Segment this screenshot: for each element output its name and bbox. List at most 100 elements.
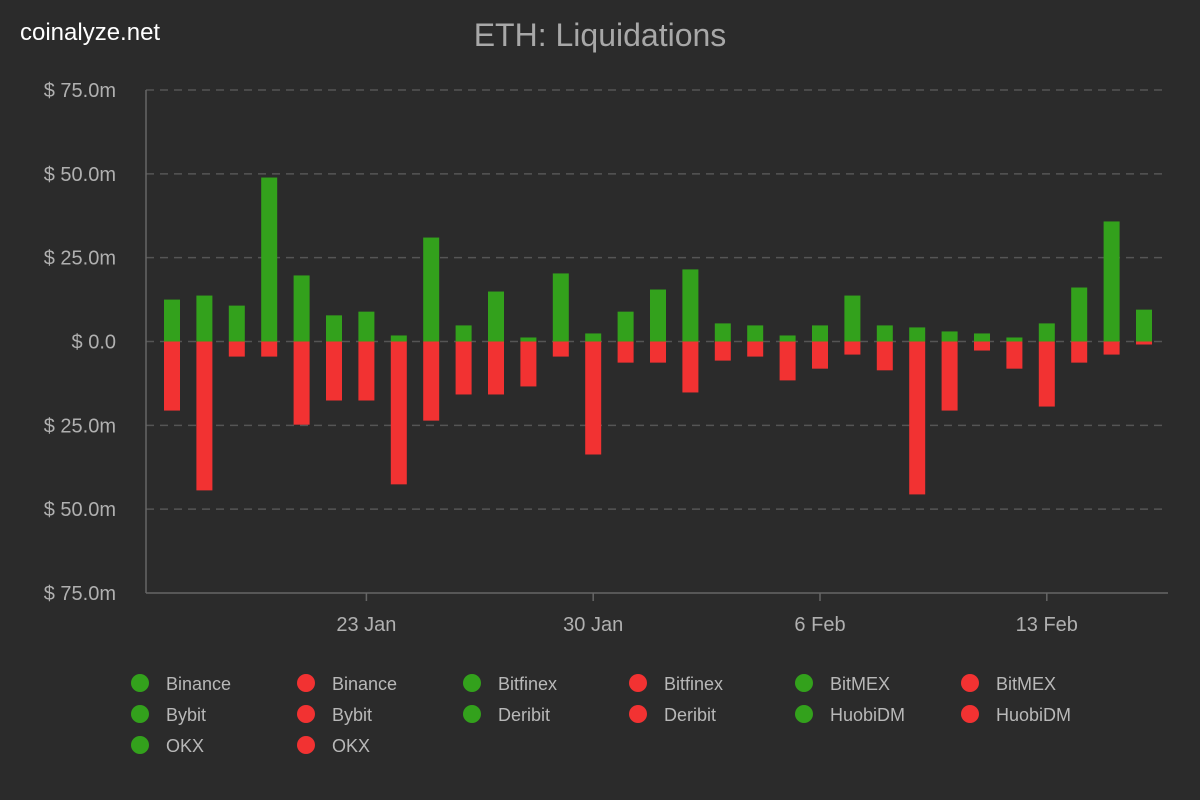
- legend-item-bitmex-long[interactable]: BitMEX: [795, 674, 890, 694]
- legend-marker-icon: [961, 705, 979, 723]
- short-bar: [941, 341, 958, 411]
- legend-label: Bitfinex: [664, 674, 723, 694]
- long-bar: [520, 337, 537, 342]
- short-bar: [909, 341, 926, 495]
- legend-label: Bybit: [332, 705, 372, 725]
- short-bar: [585, 341, 602, 455]
- legend-marker-icon: [131, 736, 149, 754]
- legend-item-bitfinex-long[interactable]: Bitfinex: [463, 674, 557, 694]
- short-bar: [228, 341, 245, 357]
- short-bar: [844, 341, 861, 355]
- short-bar: [552, 341, 569, 357]
- long-bar: [585, 333, 602, 342]
- long-bar: [941, 331, 958, 342]
- long-bar: [552, 273, 569, 342]
- bars: [164, 177, 1152, 495]
- long-bar: [228, 305, 245, 342]
- legend-label: OKX: [332, 736, 370, 756]
- legend-marker-icon: [297, 736, 315, 754]
- long-bar: [617, 311, 634, 342]
- y-tick-label: $ 25.0m: [44, 248, 116, 270]
- legend-marker-icon: [463, 674, 481, 692]
- legend-item-bybit-long[interactable]: Bybit: [131, 705, 206, 725]
- legend-label: Binance: [332, 674, 397, 694]
- short-bar: [358, 341, 375, 401]
- legend-marker-icon: [297, 705, 315, 723]
- long-bar: [1038, 323, 1055, 342]
- short-bar: [747, 341, 764, 357]
- long-bar: [682, 269, 699, 342]
- long-bar: [196, 295, 213, 342]
- short-bar: [1071, 341, 1088, 363]
- y-tick-label: $ 75.0m: [44, 80, 116, 102]
- short-bar: [1103, 341, 1120, 355]
- legend-item-deribit-long[interactable]: Deribit: [463, 705, 550, 725]
- legend-label: OKX: [166, 736, 204, 756]
- legend-item-bitmex-short[interactable]: BitMEX: [961, 674, 1056, 694]
- long-bar: [747, 325, 764, 342]
- legend-label: BitMEX: [996, 674, 1056, 694]
- long-bar: [1136, 309, 1152, 342]
- site-logo[interactable]: coinalyze.net: [20, 19, 160, 46]
- long-bar: [326, 315, 342, 342]
- legend-item-huobidm-long[interactable]: HuobiDM: [795, 705, 905, 725]
- short-bar: [812, 341, 828, 369]
- y-tick-label: $ 0.0: [72, 332, 116, 354]
- short-bar: [779, 341, 796, 381]
- legend-marker-icon: [131, 705, 149, 723]
- legend-item-huobidm-short[interactable]: HuobiDM: [961, 705, 1071, 725]
- long-bar: [650, 289, 666, 342]
- long-bar: [1103, 221, 1120, 342]
- x-tick-label: 13 Feb: [1016, 614, 1078, 636]
- short-bar: [520, 341, 537, 387]
- legend-marker-icon: [795, 674, 813, 692]
- y-tick-label: $ 50.0m: [44, 499, 116, 521]
- short-bar: [455, 341, 472, 395]
- short-bar: [1006, 341, 1023, 369]
- long-bar: [293, 275, 310, 342]
- legend-marker-icon: [795, 705, 813, 723]
- long-bar: [1006, 337, 1023, 342]
- legend-marker-icon: [297, 674, 315, 692]
- long-bar: [488, 291, 504, 342]
- long-bar: [261, 177, 278, 342]
- short-bar: [423, 341, 440, 421]
- short-bar: [326, 341, 342, 401]
- x-tick-label: 30 Jan: [563, 614, 623, 636]
- short-bar: [390, 341, 407, 485]
- long-bar: [974, 333, 990, 342]
- legend-marker-icon: [629, 705, 647, 723]
- legend-label: Deribit: [498, 705, 550, 725]
- long-bar: [164, 299, 180, 342]
- long-bar: [779, 335, 796, 342]
- long-bar: [423, 237, 440, 342]
- chart-title: ETH: Liquidations: [474, 17, 727, 53]
- legend-item-bitfinex-short[interactable]: Bitfinex: [629, 674, 723, 694]
- long-bar: [876, 325, 893, 342]
- short-bar: [196, 341, 213, 491]
- long-bar: [390, 335, 407, 342]
- y-tick-label: $ 25.0m: [44, 415, 116, 437]
- legend-item-binance-long[interactable]: Binance: [131, 674, 231, 694]
- legend-item-deribit-short[interactable]: Deribit: [629, 705, 716, 725]
- legend-item-binance-short[interactable]: Binance: [297, 674, 397, 694]
- legend-item-okx-long[interactable]: OKX: [131, 736, 204, 756]
- axes: $ 75.0m $ 50.0m $ 25.0m $ 0.0 $ 25.0m $ 50.0m…: [44, 80, 1168, 636]
- short-bar: [1038, 341, 1055, 407]
- legend-item-okx-short[interactable]: OKX: [297, 736, 370, 756]
- legend-item-bybit-short[interactable]: Bybit: [297, 705, 372, 725]
- legend-label: HuobiDM: [830, 705, 905, 725]
- legend[interactable]: Binance Binance Bitfinex Bitfinex BitMEX BitM…: [131, 674, 1071, 756]
- legend-label: Bybit: [166, 705, 206, 725]
- short-bar: [261, 341, 278, 357]
- short-bar: [682, 341, 699, 393]
- short-bar: [974, 341, 990, 351]
- short-bar: [293, 341, 310, 425]
- short-bar: [650, 341, 666, 363]
- legend-marker-icon: [131, 674, 149, 692]
- legend-marker-icon: [961, 674, 979, 692]
- legend-label: HuobiDM: [996, 705, 1071, 725]
- x-tick-label: 23 Jan: [336, 614, 396, 636]
- legend-marker-icon: [463, 705, 481, 723]
